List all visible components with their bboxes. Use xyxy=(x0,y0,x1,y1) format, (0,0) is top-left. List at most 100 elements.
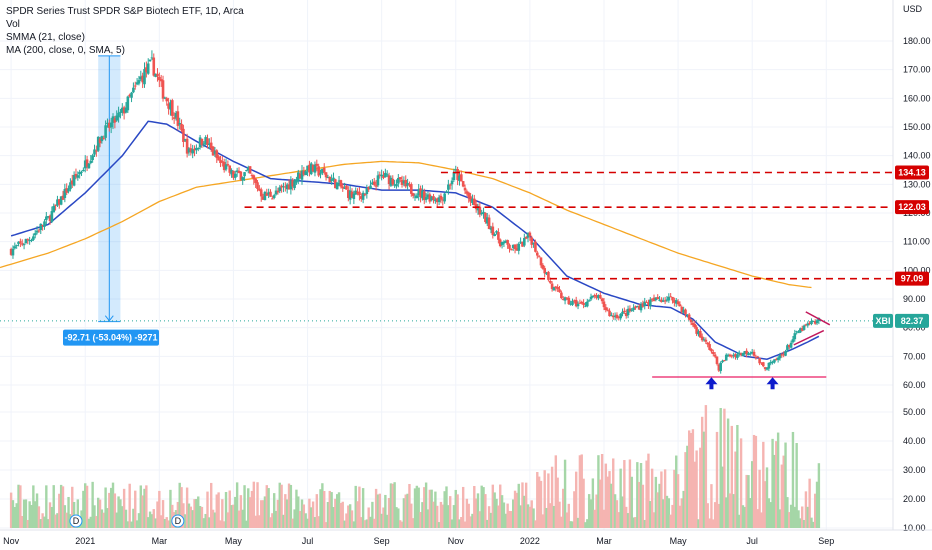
volume-bar xyxy=(441,504,444,528)
candle-body xyxy=(324,172,328,178)
candle-body xyxy=(802,325,806,330)
candle-body xyxy=(209,142,213,149)
ma-indicator-label[interactable]: MA (200, close, 0, SMA, 5) xyxy=(6,45,125,56)
candle-body xyxy=(699,330,702,338)
volume-bar xyxy=(623,460,626,528)
candle-body xyxy=(406,183,409,186)
candle-body xyxy=(500,241,504,245)
candle-body xyxy=(293,180,296,189)
volume-bar xyxy=(378,493,382,528)
candle-body xyxy=(691,322,695,326)
volume-bar xyxy=(784,442,787,528)
volume-bar xyxy=(789,504,793,528)
volume-bar xyxy=(641,484,645,528)
candle-body xyxy=(765,368,769,370)
volume-bar xyxy=(30,504,33,528)
volume-bar xyxy=(663,469,667,528)
smma-indicator-label[interactable]: SMMA (21, close) xyxy=(6,32,85,43)
volume-bar xyxy=(534,520,537,528)
volume-bar xyxy=(752,434,756,528)
candle-body xyxy=(343,187,346,189)
volume-bar xyxy=(154,518,157,528)
volume-bar xyxy=(189,506,193,528)
volume-bar xyxy=(406,493,409,528)
level-label: 97.09 xyxy=(901,274,924,284)
candle-body xyxy=(19,241,22,243)
volume-bar xyxy=(493,492,496,528)
volume-bar xyxy=(328,490,331,528)
volume-bar xyxy=(725,497,728,528)
volume-bar xyxy=(419,512,422,528)
volume-bar xyxy=(337,492,341,528)
candle-body xyxy=(815,320,819,324)
volume-bar xyxy=(697,519,700,528)
volume-bar xyxy=(813,493,817,528)
volume-bar xyxy=(489,512,493,528)
volume-bar xyxy=(313,517,317,528)
vol-indicator-label[interactable]: Vol xyxy=(6,19,20,30)
volume-bar xyxy=(582,478,585,528)
candle-body xyxy=(250,174,254,176)
candle-body xyxy=(602,301,606,308)
candle-body xyxy=(693,323,697,328)
volume-bar xyxy=(128,483,131,528)
volume-bar xyxy=(738,514,741,528)
volume-bar xyxy=(250,490,254,528)
candle-body xyxy=(489,228,493,230)
candle-body xyxy=(345,185,348,190)
volume-bar xyxy=(345,513,348,528)
volume-bar xyxy=(300,499,304,528)
candle-body xyxy=(158,76,161,81)
candle-body xyxy=(106,122,109,125)
volume-bar xyxy=(58,493,61,528)
candle-body xyxy=(89,160,93,164)
volume-bar xyxy=(323,491,326,528)
candle-body xyxy=(384,172,387,178)
volume-bar xyxy=(532,508,535,528)
candle-body xyxy=(715,356,719,364)
volume-bar xyxy=(234,496,237,528)
symbol-title[interactable]: SPDR Series Trust SPDR S&P Biotech ETF, … xyxy=(6,6,244,17)
volume-bar xyxy=(573,491,576,528)
candle-body xyxy=(743,351,747,354)
candle-body xyxy=(24,238,28,243)
volume-bar xyxy=(24,499,28,528)
volume-bar xyxy=(671,504,674,528)
volume-bar xyxy=(780,464,784,528)
candle-body xyxy=(26,239,30,241)
candle-body xyxy=(87,163,91,169)
volume-bar xyxy=(458,519,461,528)
volume-bar xyxy=(467,503,470,528)
volume-bar xyxy=(411,518,415,528)
volume-bar xyxy=(554,455,558,528)
volume-bar xyxy=(269,517,272,528)
candle-body xyxy=(561,298,565,300)
candle-body xyxy=(341,186,345,189)
candle-body xyxy=(146,63,150,74)
volume-bar xyxy=(728,493,732,528)
candle-body xyxy=(208,143,211,146)
candle-body xyxy=(634,306,637,309)
candle-body xyxy=(478,206,482,215)
candle-body xyxy=(83,160,87,169)
volume-bar xyxy=(541,514,545,528)
candle-body xyxy=(80,171,83,173)
volume-bar xyxy=(191,510,194,528)
time-tick-label: 2021 xyxy=(75,536,95,546)
candle-body xyxy=(15,244,18,246)
candle-body xyxy=(300,170,304,180)
ma-200-line xyxy=(0,160,812,289)
candle-body xyxy=(493,234,496,237)
volume-bar xyxy=(797,510,800,528)
volume-bar xyxy=(758,469,761,528)
volume-bar xyxy=(810,517,813,528)
volume-bar xyxy=(213,512,217,528)
volume-bar xyxy=(293,509,296,528)
candle-body xyxy=(526,233,530,238)
volume-bar xyxy=(254,515,257,528)
candle-body xyxy=(122,107,126,114)
volume-bar xyxy=(645,460,648,528)
candle-body xyxy=(189,148,193,153)
volume-bar xyxy=(361,488,365,528)
